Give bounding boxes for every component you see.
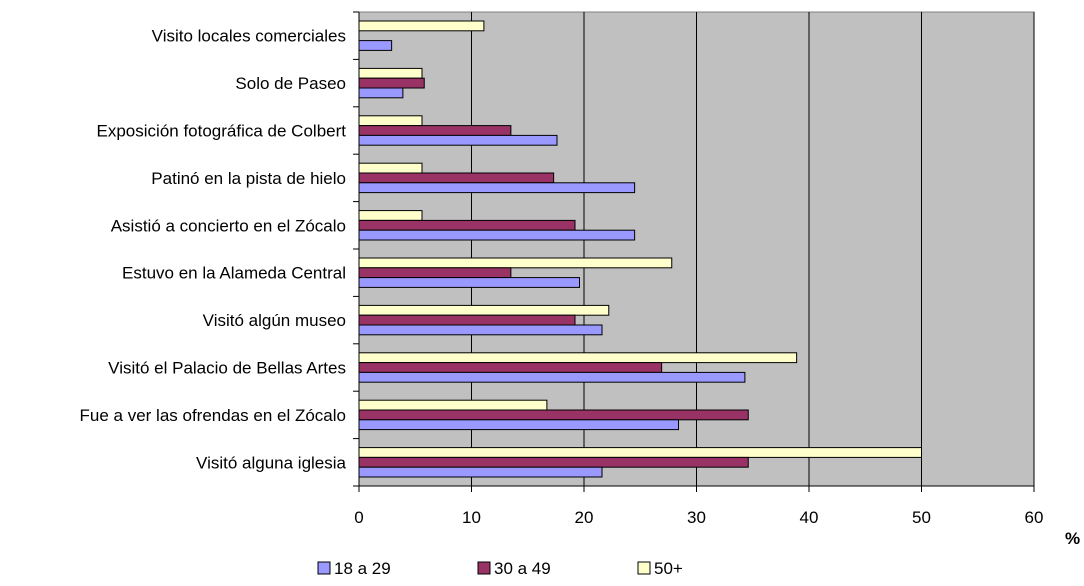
bar-50-1 xyxy=(358,67,423,79)
bar-18-a-29-4 xyxy=(358,229,636,241)
legend-swatch xyxy=(477,561,491,575)
bar-18-a-29-9 xyxy=(358,466,603,478)
category-label: Solo de Paseo xyxy=(235,74,346,93)
bar-18-a-29-8 xyxy=(358,419,679,431)
category-label: Fue a ver las ofrendas en el Zócalo xyxy=(80,406,346,425)
category-label: Asistió a concierto en el Zócalo xyxy=(111,216,346,235)
x-tick-label: 50 xyxy=(912,508,931,527)
legend: 18 a 29 30 a 49 50+ xyxy=(317,559,683,578)
category-label: Visito locales comerciales xyxy=(152,27,346,46)
x-tick-label: 60 xyxy=(1025,508,1044,527)
bar-18-a-29-5 xyxy=(358,277,580,288)
category-label: Visitó alguna iglesia xyxy=(196,453,346,472)
bar-50-8 xyxy=(358,399,548,411)
x-tick-label: 10 xyxy=(462,508,481,527)
x-tick-label: 30 xyxy=(687,508,706,527)
bar-50-2 xyxy=(358,115,423,127)
axes xyxy=(353,11,1035,492)
category-label: Visitó algún museo xyxy=(203,311,346,330)
bar-30-a-49-8 xyxy=(358,409,749,421)
category-label: Patinó en la pista de hielo xyxy=(151,169,346,188)
legend-swatch xyxy=(317,561,331,575)
bar-30-a-49-6 xyxy=(358,314,576,326)
bar-50-6 xyxy=(358,304,610,316)
legend-swatch xyxy=(637,561,651,575)
bar-50-4 xyxy=(358,210,423,221)
bar-18-a-29-1 xyxy=(358,87,404,99)
bar-30-a-49-5 xyxy=(358,267,512,279)
x-tick-label: 20 xyxy=(575,508,594,527)
bar-50-3 xyxy=(358,162,423,174)
bar-30-a-49-7 xyxy=(358,362,663,373)
bar-30-a-49-9 xyxy=(358,456,749,468)
bar-30-a-49-4 xyxy=(358,219,576,231)
bar-50-5 xyxy=(358,257,673,269)
bars xyxy=(358,20,922,478)
bar-18-a-29-7 xyxy=(358,371,746,383)
bar-18-a-29-2 xyxy=(358,134,558,146)
bar-30-a-49-1 xyxy=(358,77,425,89)
bar-30-a-49-3 xyxy=(358,172,555,184)
bar-18-a-29-6 xyxy=(358,324,603,336)
category-label: Visitó el Palacio de Bellas Artes xyxy=(108,359,346,378)
category-label: Exposición fotográfica de Colbert xyxy=(97,122,347,141)
legend-label: 50+ xyxy=(654,559,683,578)
bar-18-a-29-3 xyxy=(358,182,636,194)
x-axis-unit-label: % xyxy=(1065,529,1080,548)
bar-18-a-29-0 xyxy=(358,40,393,51)
x-tick-label: 0 xyxy=(354,508,363,527)
x-tick-label: 40 xyxy=(800,508,819,527)
bar-50-7 xyxy=(358,352,798,364)
bar-50-0 xyxy=(358,20,485,32)
category-labels: Visito locales comerciales Solo de Paseo E… xyxy=(80,27,347,473)
legend-label: 18 a 29 xyxy=(334,559,391,578)
category-label: Estuvo en la Alameda Central xyxy=(122,264,346,283)
legend-label: 30 a 49 xyxy=(494,559,551,578)
bar-30-a-49-2 xyxy=(358,125,512,136)
tick-labels: 0 10 20 30 40 50 60 xyxy=(354,508,1043,527)
bar-50-9 xyxy=(358,447,922,458)
